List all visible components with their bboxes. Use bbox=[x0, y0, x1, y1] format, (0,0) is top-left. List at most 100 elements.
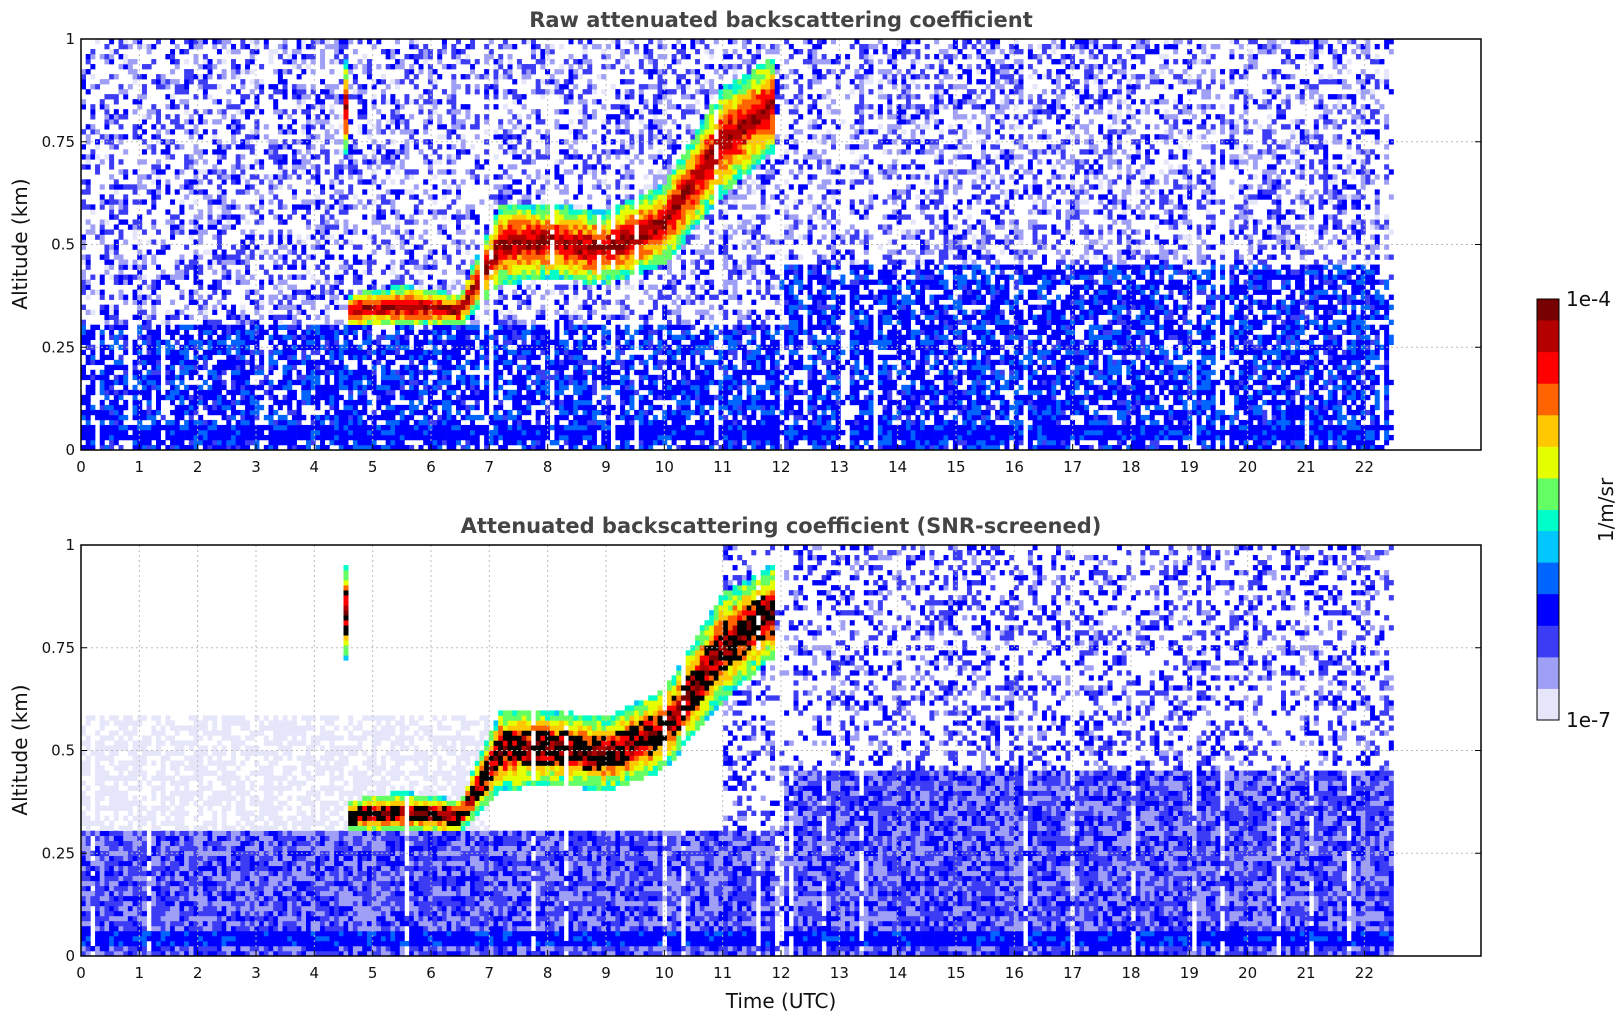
heatmap-cell bbox=[127, 434, 133, 441]
heatmap-cell bbox=[404, 239, 410, 245]
heatmap-cell bbox=[151, 254, 157, 260]
heatmap-cell bbox=[545, 249, 551, 255]
heatmap-cell bbox=[207, 259, 213, 265]
heatmap-cell bbox=[563, 359, 569, 366]
heatmap-cell bbox=[188, 289, 194, 295]
heatmap-cell bbox=[465, 74, 471, 80]
heatmap-cell bbox=[338, 304, 344, 310]
heatmap-cell bbox=[568, 284, 574, 290]
heatmap-cell bbox=[184, 264, 190, 270]
heatmap-cell bbox=[198, 424, 204, 431]
heatmap-cell bbox=[390, 54, 396, 60]
heatmap-cell bbox=[568, 434, 574, 441]
heatmap-cell bbox=[577, 374, 583, 381]
heatmap-cell bbox=[338, 204, 344, 210]
heatmap-cell bbox=[549, 439, 555, 446]
heatmap-cell bbox=[221, 424, 227, 431]
heatmap-cell bbox=[151, 164, 157, 170]
heatmap-cell bbox=[151, 104, 157, 110]
heatmap-cell bbox=[568, 54, 574, 60]
heatmap-cell bbox=[385, 429, 391, 436]
heatmap-cell bbox=[352, 274, 358, 280]
heatmap-cell bbox=[409, 294, 415, 300]
heatmap-cell bbox=[357, 174, 363, 180]
heatmap-cell bbox=[395, 439, 401, 446]
heatmap-cell bbox=[193, 189, 199, 195]
heatmap-cell bbox=[427, 64, 433, 70]
heatmap-cell bbox=[451, 299, 457, 305]
heatmap-cell bbox=[409, 424, 415, 431]
heatmap-cell bbox=[202, 159, 208, 165]
heatmap-cell bbox=[320, 354, 326, 361]
heatmap-cell bbox=[362, 259, 368, 265]
heatmap-cell bbox=[427, 69, 433, 75]
heatmap-cell bbox=[160, 74, 166, 80]
heatmap-cell bbox=[273, 84, 279, 90]
heatmap-cell bbox=[334, 349, 340, 356]
heatmap-cell bbox=[156, 174, 161, 180]
heatmap-cell bbox=[474, 274, 480, 280]
heatmap-cell bbox=[577, 174, 583, 180]
heatmap-cell bbox=[348, 344, 354, 351]
heatmap-cell bbox=[352, 254, 358, 260]
heatmap-cell bbox=[216, 154, 222, 160]
heatmap-cell bbox=[484, 444, 490, 450]
heatmap-cell bbox=[423, 339, 429, 346]
heatmap-cell bbox=[287, 144, 293, 150]
heatmap-cell bbox=[315, 399, 321, 406]
heatmap-cell bbox=[137, 284, 143, 290]
heatmap-cell bbox=[451, 239, 457, 245]
heatmap-cell bbox=[99, 424, 105, 431]
heatmap-cell bbox=[366, 119, 372, 125]
heatmap-cell bbox=[413, 429, 419, 436]
heatmap-cell bbox=[343, 164, 349, 170]
heatmap-cell bbox=[315, 414, 321, 421]
heatmap-cell bbox=[521, 94, 527, 100]
heatmap-cell bbox=[249, 209, 255, 215]
heatmap-cell bbox=[174, 384, 180, 391]
heatmap-cell bbox=[371, 99, 377, 105]
heatmap-cell bbox=[109, 74, 115, 80]
heatmap-cell bbox=[577, 204, 583, 210]
heatmap-cell bbox=[516, 304, 522, 310]
heatmap-cell bbox=[113, 414, 119, 421]
heatmap-cell bbox=[113, 374, 119, 381]
heatmap-cell bbox=[352, 144, 358, 150]
heatmap-cell bbox=[277, 289, 283, 295]
heatmap-cell bbox=[460, 369, 466, 376]
heatmap-cell bbox=[460, 294, 466, 300]
heatmap-cell bbox=[427, 264, 433, 270]
heatmap-cell bbox=[81, 394, 86, 401]
heatmap-cell bbox=[245, 359, 251, 366]
heatmap-cell bbox=[470, 339, 476, 346]
heatmap-cell bbox=[324, 209, 330, 215]
heatmap-cell bbox=[456, 244, 461, 250]
heatmap-cell bbox=[146, 314, 152, 320]
heatmap-cell bbox=[399, 444, 405, 450]
heatmap-cell bbox=[357, 394, 363, 401]
heatmap-cell bbox=[526, 344, 532, 351]
heatmap-cell bbox=[296, 84, 302, 90]
heatmap-cell bbox=[352, 194, 358, 200]
heatmap-cell bbox=[427, 354, 433, 361]
heatmap-cell bbox=[132, 69, 138, 75]
heatmap-cell bbox=[376, 319, 382, 325]
heatmap-cell bbox=[446, 169, 452, 175]
heatmap-cell bbox=[338, 179, 344, 185]
heatmap-cell bbox=[559, 444, 565, 450]
heatmap-cell bbox=[306, 269, 311, 275]
heatmap-cell bbox=[395, 369, 401, 376]
heatmap-cell bbox=[315, 179, 321, 185]
heatmap-cell bbox=[535, 284, 541, 290]
heatmap-cell bbox=[582, 324, 588, 331]
heatmap-cell bbox=[362, 394, 368, 401]
heatmap-cell bbox=[118, 209, 124, 215]
heatmap-cell bbox=[273, 139, 279, 145]
heatmap-cell bbox=[582, 244, 588, 250]
heatmap-cell bbox=[184, 384, 190, 391]
heatmap-cell bbox=[245, 419, 251, 426]
heatmap-cell bbox=[498, 249, 504, 255]
heatmap-cell bbox=[109, 294, 115, 300]
heatmap-cell bbox=[573, 409, 579, 416]
heatmap-cell bbox=[118, 334, 124, 341]
